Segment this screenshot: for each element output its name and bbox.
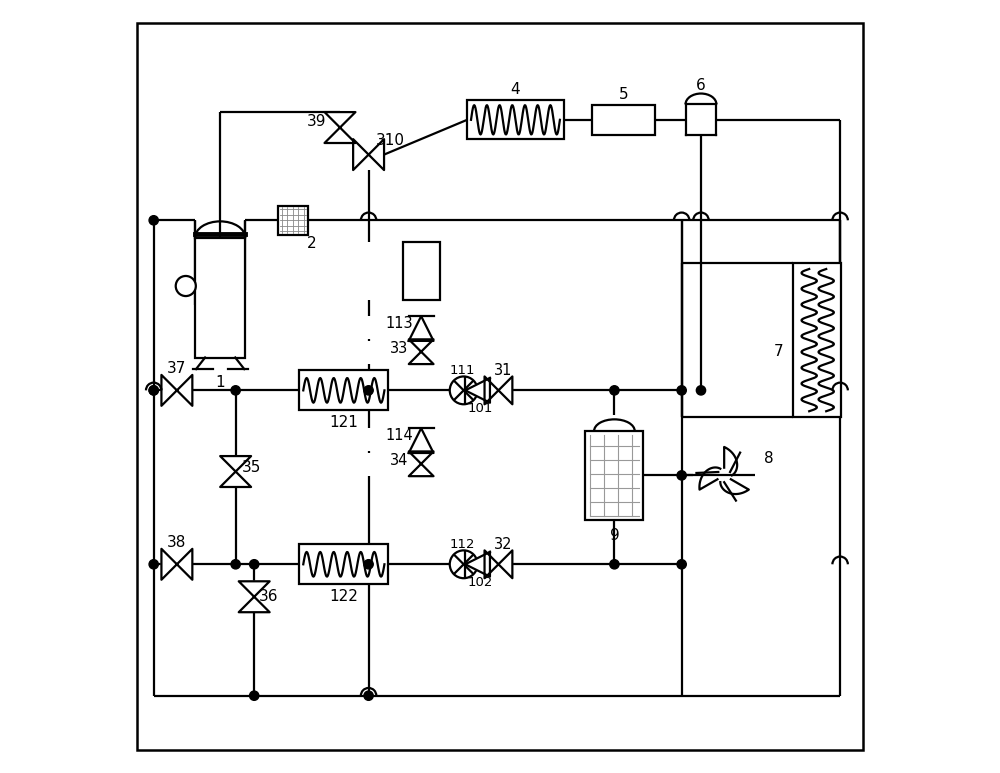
Circle shape [610, 560, 619, 569]
Text: 8: 8 [764, 451, 774, 466]
Polygon shape [498, 376, 512, 404]
Circle shape [364, 560, 373, 569]
Polygon shape [409, 352, 434, 364]
Circle shape [696, 386, 706, 395]
Circle shape [231, 560, 240, 569]
Circle shape [364, 386, 373, 395]
Text: 111: 111 [449, 364, 475, 376]
Text: 38: 38 [167, 535, 187, 550]
Bar [403, 242, 440, 299]
Polygon shape [161, 549, 177, 580]
Circle shape [250, 560, 259, 569]
Circle shape [677, 386, 686, 395]
Bar [592, 105, 655, 135]
Text: 32: 32 [494, 536, 512, 552]
Text: 1: 1 [215, 375, 225, 390]
Bar [195, 238, 245, 358]
Circle shape [677, 560, 686, 569]
Polygon shape [239, 581, 270, 597]
Bar [467, 100, 564, 139]
Polygon shape [325, 128, 355, 143]
Circle shape [450, 376, 478, 404]
Polygon shape [498, 550, 512, 578]
Circle shape [149, 386, 158, 395]
Text: 9: 9 [610, 528, 619, 543]
Text: 39: 39 [307, 114, 327, 129]
Text: 310: 310 [376, 133, 405, 148]
Polygon shape [409, 464, 434, 476]
Text: 34: 34 [390, 453, 409, 468]
Polygon shape [409, 428, 434, 453]
Circle shape [450, 550, 478, 578]
Bar [585, 431, 643, 519]
Circle shape [231, 386, 240, 395]
Text: 2: 2 [307, 236, 317, 251]
Circle shape [250, 691, 259, 700]
Text: 112: 112 [449, 538, 475, 550]
Circle shape [176, 276, 196, 296]
Text: 7: 7 [774, 344, 784, 359]
Bar [278, 206, 308, 235]
Polygon shape [220, 456, 251, 472]
Polygon shape [409, 316, 434, 341]
Polygon shape [177, 549, 192, 580]
Polygon shape [409, 451, 434, 464]
Polygon shape [353, 139, 369, 170]
Polygon shape [465, 552, 490, 577]
Text: 4: 4 [511, 82, 520, 97]
Polygon shape [325, 112, 355, 128]
Circle shape [364, 691, 373, 700]
Polygon shape [465, 378, 490, 403]
Text: 31: 31 [494, 363, 512, 378]
Polygon shape [485, 376, 498, 404]
Text: 5: 5 [619, 87, 628, 102]
Text: 6: 6 [696, 78, 706, 94]
Text: 113: 113 [386, 316, 413, 332]
Bar [299, 544, 388, 584]
Polygon shape [369, 139, 384, 170]
Text: 122: 122 [329, 589, 358, 604]
Text: 37: 37 [167, 361, 187, 376]
Polygon shape [220, 472, 251, 487]
Text: 121: 121 [329, 415, 358, 431]
Circle shape [677, 471, 686, 480]
Circle shape [149, 386, 158, 395]
Polygon shape [177, 375, 192, 406]
Bar [793, 263, 841, 417]
Text: 35: 35 [241, 460, 261, 475]
Polygon shape [239, 597, 270, 612]
Text: 36: 36 [258, 589, 278, 604]
Text: 101: 101 [468, 403, 493, 415]
Circle shape [149, 560, 158, 569]
Circle shape [149, 216, 158, 225]
Text: 33: 33 [390, 341, 409, 356]
Polygon shape [161, 375, 177, 406]
Circle shape [610, 386, 619, 395]
Bar [299, 370, 388, 410]
Text: 102: 102 [468, 577, 493, 589]
Polygon shape [409, 339, 434, 352]
Text: 114: 114 [386, 428, 413, 444]
Polygon shape [485, 550, 498, 578]
